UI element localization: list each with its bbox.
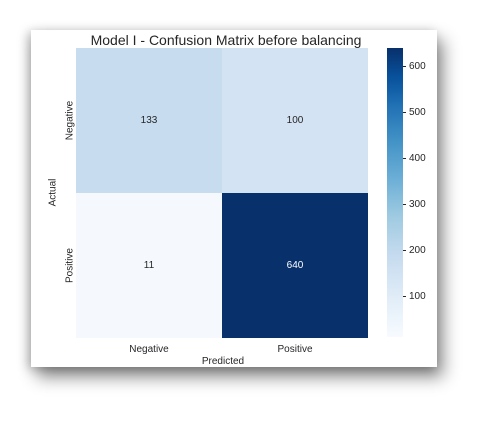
x-tick-label-negative: Negative	[129, 344, 169, 355]
heatmap-cell-0-1: 100	[222, 48, 368, 193]
colorbar-tick: 600	[403, 60, 426, 72]
colorbar-tick: 200	[403, 244, 426, 256]
y-tick-label-negative: Negative	[64, 100, 76, 141]
colorbar	[387, 48, 403, 337]
heatmap-cell-0-0: 133	[76, 48, 222, 193]
chart-card: Model I - Confusion Matrix before balanc…	[31, 30, 437, 367]
colorbar-tick: 300	[403, 198, 426, 210]
heatmap-cell-value: 11	[143, 260, 155, 271]
heatmap-cell-1-1: 640	[222, 193, 368, 338]
heatmap-cell-value: 133	[140, 115, 158, 126]
y-tick-label-positive: Positive	[64, 248, 76, 284]
heatmap-cell-value: 100	[286, 115, 304, 126]
y-axis-label: Actual	[47, 178, 59, 207]
x-tick-label-positive: Positive	[277, 344, 313, 355]
heatmap-cell-value: 640	[286, 260, 304, 271]
colorbar-tick: 100	[403, 290, 426, 302]
colorbar-tick: 500	[403, 106, 426, 118]
colorbar-tick: 400	[403, 152, 426, 164]
x-axis-label: Predicted	[201, 356, 245, 367]
chart-title: Model I - Confusion Matrix before balanc…	[90, 32, 362, 48]
heatmap-cell-1-0: 11	[76, 193, 222, 338]
